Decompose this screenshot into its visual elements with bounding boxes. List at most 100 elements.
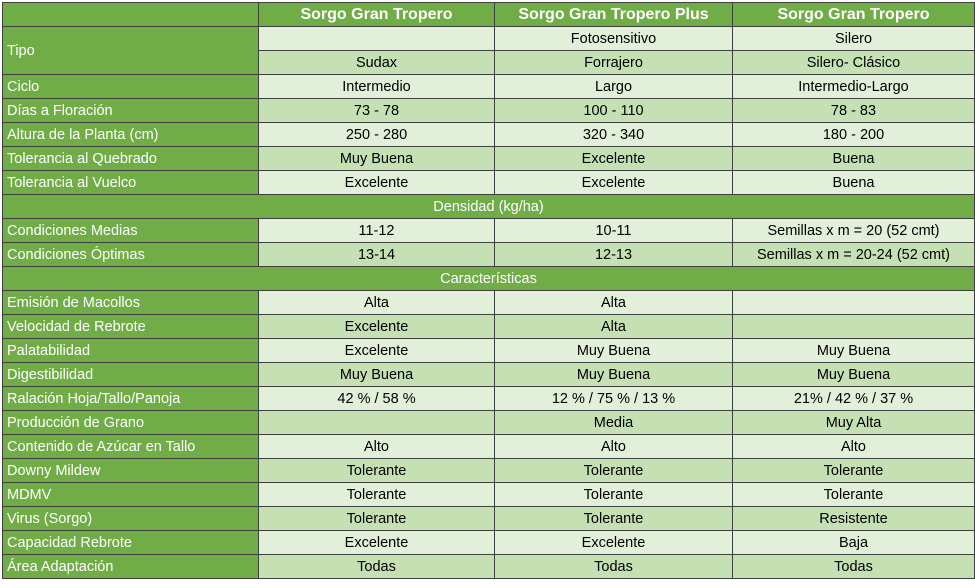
table-cell xyxy=(258,410,495,435)
table-cell: 12 % / 75 % / 13 % xyxy=(494,386,733,411)
table-cell: Alta xyxy=(494,314,733,339)
row-label: Ralación Hoja/Tallo/Panoja xyxy=(2,386,259,411)
table-cell: Excelente xyxy=(494,170,733,195)
table-cell: Excelente xyxy=(258,170,495,195)
table-cell: 180 - 200 xyxy=(732,122,975,147)
table-row: Digestibilidad Muy Buena Muy Buena Muy Buen… xyxy=(2,362,975,387)
table-cell: Tolerante xyxy=(258,482,495,507)
table-row: Tolerancia al Quebrado Muy Buena Excelente… xyxy=(2,146,975,171)
sorgo-comparison-table: Sorgo Gran Tropero Sorgo Gran Tropero Pl… xyxy=(2,2,975,579)
table-cell: Muy Alta xyxy=(732,410,975,435)
table-cell: Intermedio-Largo xyxy=(732,74,975,99)
table-cell: Muy Buena xyxy=(494,362,733,387)
table-cell: Tolerante xyxy=(494,458,733,483)
header-col-3: Sorgo Gran Tropero xyxy=(732,2,975,27)
table-cell: 13-14 xyxy=(258,242,495,267)
row-label: Altura de la Planta (cm) xyxy=(2,122,259,147)
table-cell xyxy=(258,26,495,51)
table-cell: 100 - 110 xyxy=(494,98,733,123)
section-densidad-row: Densidad (kg/ha) xyxy=(2,194,975,219)
table-row: MDMV Tolerante Tolerante Tolerante xyxy=(2,482,975,507)
table-cell: Excelente xyxy=(258,530,495,555)
row-label: Downy Mildew xyxy=(2,458,259,483)
table-cell: Sudax xyxy=(258,50,495,75)
table-row-tipo-2: Sudax Forrajero Silero- Clásico xyxy=(3,50,975,75)
table-row: Ralación Hoja/Tallo/Panoja 42 % / 58 % 12 … xyxy=(2,386,975,411)
table-cell: Baja xyxy=(732,530,975,555)
section-densidad-heading: Densidad (kg/ha) xyxy=(2,194,975,219)
row-label: MDMV xyxy=(2,482,259,507)
table-cell: 10-11 xyxy=(494,218,733,243)
table-cell: Tolerante xyxy=(494,506,733,531)
table-cell: Forrajero xyxy=(494,50,733,75)
table-cell: Muy Buena xyxy=(732,362,975,387)
table-cell: Alto xyxy=(258,434,495,459)
table-cell: Alta xyxy=(258,290,495,315)
table-cell: Todas xyxy=(494,554,733,579)
table-cell: Excelente xyxy=(258,338,495,363)
table-cell: Muy Buena xyxy=(732,338,975,363)
table-row: Velocidad de Rebrote Excelente Alta xyxy=(2,314,975,339)
table-row: Producción de Grano Media Muy Alta xyxy=(2,410,975,435)
table-cell: Silero xyxy=(732,26,975,51)
table-row: Capacidad Rebrote Excelente Excelente Baja xyxy=(2,530,975,555)
row-label: Tolerancia al Vuelco xyxy=(2,170,259,195)
table-cell: Resistente xyxy=(732,506,975,531)
table-row: Ciclo Intermedio Largo Intermedio-Largo xyxy=(2,74,975,99)
table-cell: Intermedio xyxy=(258,74,495,99)
table-row-tipo-1: Tipo Fotosensitivo Silero xyxy=(2,26,975,75)
table-cell: Semillas x m = 20 (52 cmt) xyxy=(732,218,975,243)
table-cell: Todas xyxy=(258,554,495,579)
row-label: Capacidad Rebrote xyxy=(2,530,259,555)
row-label: Ciclo xyxy=(2,74,259,99)
table-row: Condiciones Óptimas 13-14 12-13 Semillas x … xyxy=(2,242,975,267)
table-cell: 11-12 xyxy=(258,218,495,243)
table-row: Área Adaptación Todas Todas Todas xyxy=(2,554,975,579)
row-label: Emisión de Macollos xyxy=(2,290,259,315)
table-row: Días a Floración 73 - 78 100 - 110 78 - 83 xyxy=(2,98,975,123)
table-cell: 78 - 83 xyxy=(732,98,975,123)
row-label-tipo: Tipo xyxy=(2,26,259,75)
table-cell: Silero- Clásico xyxy=(732,50,975,75)
row-label: Contenido de Azúcar en Tallo xyxy=(2,434,259,459)
table-row: Palatabilidad Excelente Muy Buena Muy Buena xyxy=(2,338,975,363)
header-col-2: Sorgo Gran Tropero Plus xyxy=(494,2,733,27)
table-cell: 250 - 280 xyxy=(258,122,495,147)
table-cell: Tolerante xyxy=(732,458,975,483)
row-label: Tolerancia al Quebrado xyxy=(2,146,259,171)
table-cell: Muy Buena xyxy=(494,338,733,363)
table-cell xyxy=(732,314,975,339)
table-cell: Buena xyxy=(732,146,975,171)
row-label: Velocidad de Rebrote xyxy=(2,314,259,339)
table-cell: Tolerante xyxy=(732,482,975,507)
row-label: Virus (Sorgo) xyxy=(2,506,259,531)
row-label: Palatabilidad xyxy=(2,338,259,363)
table-cell: Buena xyxy=(732,170,975,195)
table-cell: 12-13 xyxy=(494,242,733,267)
table-row: Altura de la Planta (cm) 250 - 280 320 - 3… xyxy=(2,122,975,147)
row-label: Producción de Grano xyxy=(2,410,259,435)
header-corner-cell xyxy=(2,2,259,27)
table-row: Virus (Sorgo) Tolerante Tolerante Resistent… xyxy=(2,506,975,531)
table-cell: Alta xyxy=(494,290,733,315)
table-cell: Excelente xyxy=(494,146,733,171)
table-cell: Tolerante xyxy=(494,482,733,507)
row-label: Digestibilidad xyxy=(2,362,259,387)
table-cell: 73 - 78 xyxy=(258,98,495,123)
table-row: Downy Mildew Tolerante Tolerante Tolerante xyxy=(2,458,975,483)
table-cell: Alto xyxy=(494,434,733,459)
table-cell: Largo xyxy=(494,74,733,99)
table-cell: Todas xyxy=(732,554,975,579)
table-cell: Muy Buena xyxy=(258,146,495,171)
table-row: Tolerancia al Vuelco Excelente Excelente Bu… xyxy=(2,170,975,195)
table-row: Contenido de Azúcar en Tallo Alto Alto Alto xyxy=(2,434,975,459)
table-cell: 21% / 42 % / 37 % xyxy=(732,386,975,411)
table-cell: 42 % / 58 % xyxy=(258,386,495,411)
table-cell: Media xyxy=(494,410,733,435)
table-row: Condiciones Medias 11-12 10-11 Semillas x m… xyxy=(2,218,975,243)
table-cell: Semillas x m = 20-24 (52 cmt) xyxy=(732,242,975,267)
table-cell: Excelente xyxy=(258,314,495,339)
table-row: Emisión de Macollos Alta Alta xyxy=(2,290,975,315)
row-label: Días a Floración xyxy=(2,98,259,123)
table-cell: Excelente xyxy=(494,530,733,555)
